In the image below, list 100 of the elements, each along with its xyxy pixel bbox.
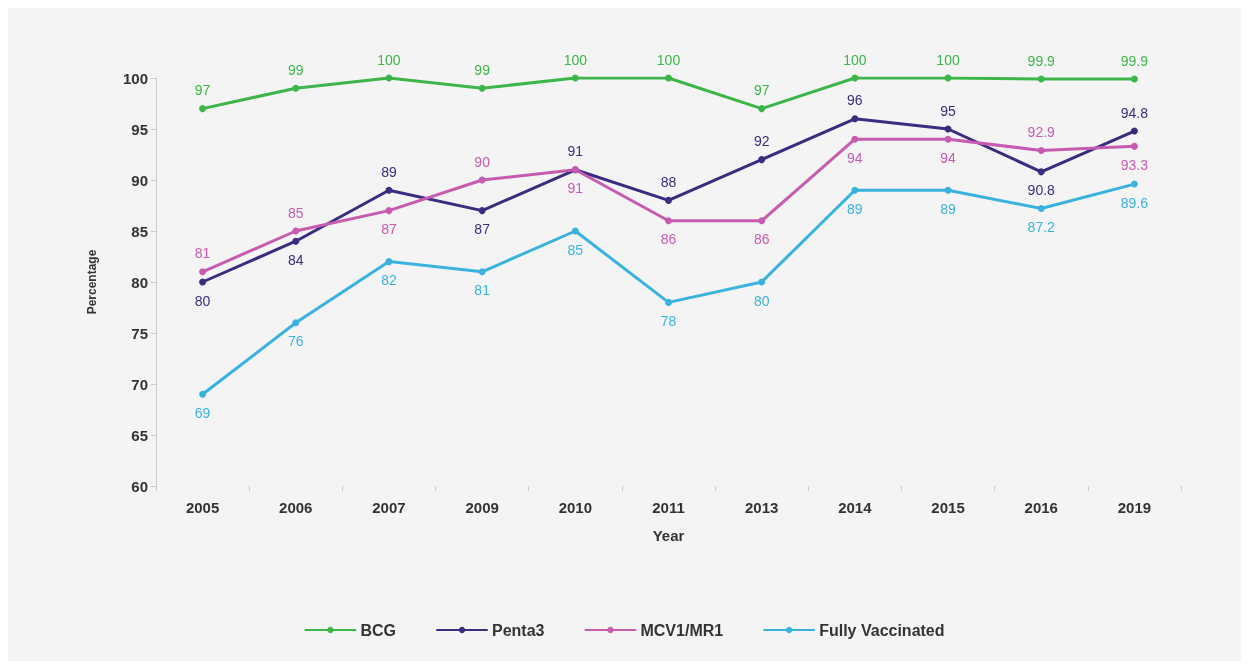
point	[571, 227, 579, 235]
x-tick-label: 2015	[931, 499, 965, 516]
data-label: 100	[936, 51, 960, 68]
point	[385, 258, 393, 266]
data-label: 80	[753, 292, 770, 309]
data-label: 93.3	[1120, 156, 1149, 173]
legend-label: BCG	[360, 621, 397, 639]
data-label: 97	[194, 82, 211, 99]
data-label: 99	[287, 61, 304, 78]
data-label: 78	[660, 312, 677, 329]
point	[1130, 75, 1138, 83]
data-label: 95	[940, 102, 957, 119]
point	[1130, 180, 1138, 188]
data-label: 92.9	[1027, 123, 1056, 140]
point	[199, 390, 207, 398]
point	[665, 74, 672, 82]
data-label: 100	[563, 51, 588, 68]
y-tick-label: 80	[131, 273, 148, 291]
point	[478, 84, 486, 92]
data-label: 94	[940, 149, 957, 166]
legend-label: Fully Vaccinated	[819, 621, 945, 639]
point	[758, 156, 766, 164]
point	[385, 207, 393, 215]
y-tick-label: 100	[122, 69, 148, 87]
y-tick-label: 85	[131, 222, 148, 240]
data-label: 99	[474, 61, 491, 78]
data-label: 80	[194, 292, 211, 309]
data-label: 85	[287, 204, 304, 221]
point	[199, 268, 207, 276]
y-tick-label: 75	[131, 324, 148, 342]
point	[944, 135, 952, 143]
point	[851, 115, 859, 123]
point	[665, 196, 672, 204]
data-label: 87	[474, 221, 491, 238]
point	[1037, 168, 1045, 176]
data-label: 90.8	[1027, 182, 1056, 199]
data-label: 88	[660, 173, 677, 190]
data-label: 89	[940, 200, 957, 217]
y-tick-label: 65	[131, 426, 148, 444]
data-label: 100	[377, 51, 401, 68]
y-tick-label: 60	[131, 477, 148, 495]
point	[851, 186, 859, 194]
legend-label: MCV1/MR1	[640, 621, 724, 639]
point	[1130, 142, 1138, 150]
x-axis-title: Year	[652, 527, 685, 544]
data-label: 96	[847, 92, 863, 109]
point	[1037, 75, 1045, 83]
data-label: 89.6	[1120, 194, 1149, 211]
data-label: 87.2	[1027, 219, 1056, 236]
point	[478, 207, 486, 215]
point	[1037, 205, 1045, 213]
point	[665, 217, 672, 225]
data-label: 100	[656, 51, 681, 68]
point	[292, 319, 300, 327]
point	[758, 278, 766, 286]
point	[851, 135, 859, 143]
point	[1037, 146, 1045, 154]
data-label: 99.9	[1027, 52, 1056, 69]
point	[944, 186, 952, 194]
data-label: 94	[847, 149, 863, 166]
point	[292, 237, 300, 245]
x-tick-label: 2019	[1117, 499, 1152, 516]
data-label: 76	[287, 333, 304, 350]
x-tick-label: 2016	[1024, 499, 1058, 516]
x-tick-label: 2010	[558, 499, 593, 516]
point	[665, 298, 672, 306]
data-label: 99.9	[1120, 52, 1149, 69]
point	[199, 105, 207, 113]
y-tick-label: 95	[131, 120, 148, 138]
data-label: 86	[660, 231, 677, 248]
x-tick-label: 2007	[372, 499, 406, 516]
data-label: 100	[843, 51, 867, 68]
x-tick-label: 2009	[465, 499, 499, 516]
y-tick-label: 90	[131, 171, 148, 189]
point	[385, 186, 393, 194]
x-tick-label: 2006	[279, 499, 313, 516]
x-tick-label: 2014	[838, 499, 873, 516]
point	[478, 268, 486, 276]
data-label: 89	[847, 200, 863, 217]
legend-label: Penta3	[492, 621, 545, 639]
data-label: 81	[194, 245, 211, 262]
data-label: 82	[381, 272, 397, 289]
point	[199, 278, 207, 286]
point	[292, 84, 300, 92]
data-label: 84	[287, 251, 304, 268]
data-label: 69	[194, 404, 211, 421]
x-tick-label: 2005	[185, 499, 220, 516]
data-label: 87	[381, 221, 397, 238]
point	[758, 105, 766, 113]
data-label: 85	[567, 241, 584, 258]
data-label: 91	[567, 143, 584, 160]
point	[571, 74, 579, 82]
point	[758, 217, 766, 225]
x-tick-label: 2013	[744, 499, 779, 516]
data-label: 92	[753, 133, 770, 150]
point	[292, 227, 300, 235]
data-label: 89	[381, 163, 397, 180]
x-tick-label: 2011	[652, 499, 685, 516]
point	[1130, 127, 1138, 135]
data-label: 91	[567, 180, 584, 197]
